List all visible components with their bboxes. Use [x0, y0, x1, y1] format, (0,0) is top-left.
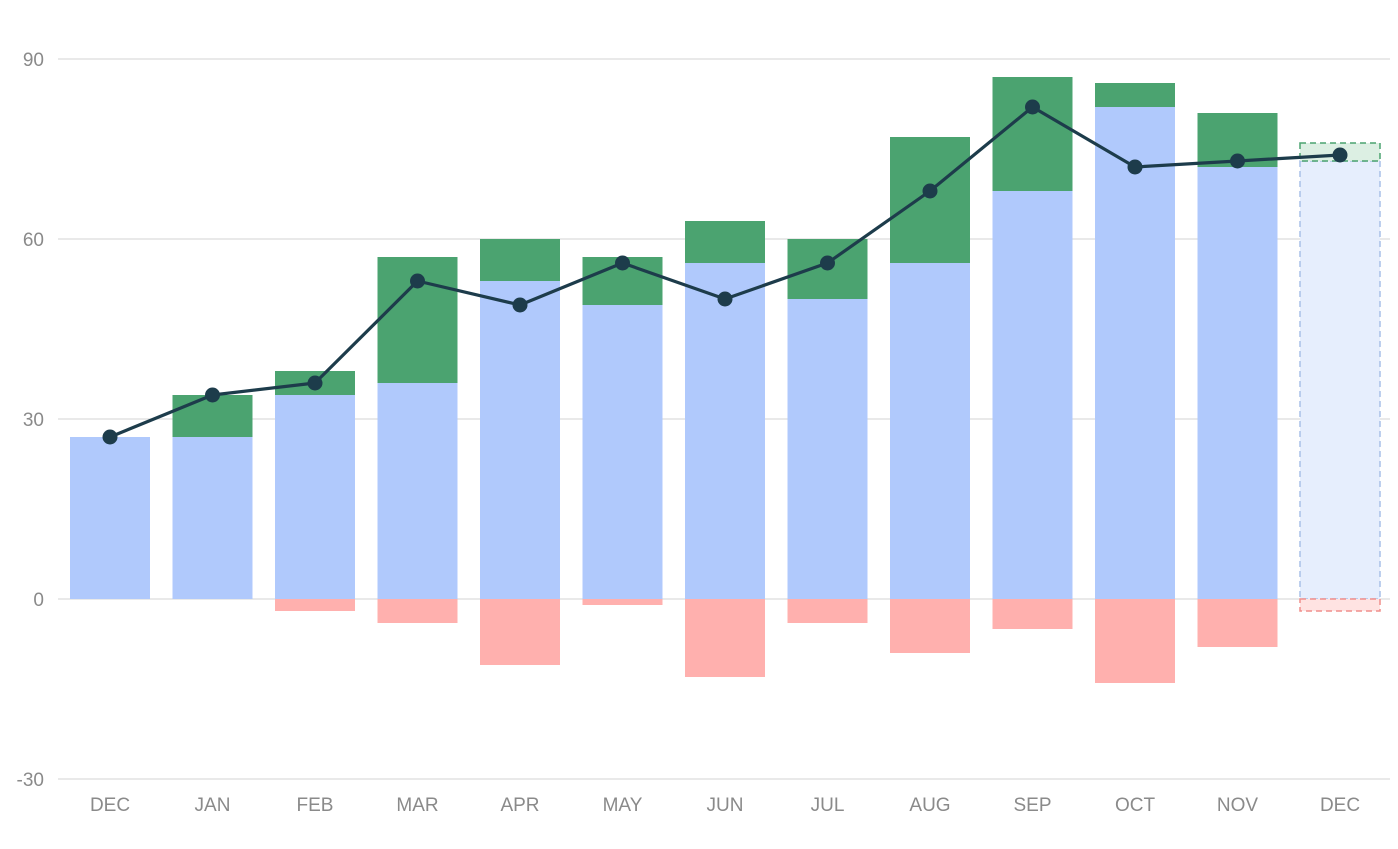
net-point — [1230, 153, 1245, 169]
net-point — [1025, 99, 1040, 115]
x-tick-label: SEP — [1013, 795, 1051, 816]
loss-bar — [582, 599, 663, 605]
base-bar — [480, 281, 560, 599]
base-bar — [685, 263, 765, 599]
base-bar — [992, 191, 1073, 599]
y-tick-label: 30 — [23, 410, 44, 431]
x-tick-label: FEB — [297, 795, 334, 816]
x-tick-label: JUN — [707, 795, 744, 816]
x-tick-label: MAR — [396, 795, 438, 816]
base-bar — [377, 383, 458, 599]
gain-bar — [890, 137, 970, 263]
loss-bar — [685, 599, 765, 677]
x-tick-label: JAN — [195, 795, 231, 816]
base-bar — [1197, 167, 1278, 599]
net-point — [102, 429, 118, 445]
loss-bar — [1095, 599, 1175, 683]
gain-bar — [480, 239, 560, 281]
base-bar — [787, 299, 868, 599]
loss-bar — [992, 599, 1073, 629]
x-tick-label: JUL — [811, 795, 845, 816]
net-point — [922, 183, 938, 199]
loss-bar — [890, 599, 970, 653]
loss-bar — [480, 599, 560, 665]
x-tick-label: NOV — [1217, 795, 1259, 816]
loss-bar — [275, 599, 355, 611]
label-layer: 90 60 30 0 -30 DEC JAN FEB MAR APR MAY JUN JUL AUG SEP… — [17, 50, 1361, 816]
y-tick-label: 90 — [23, 50, 44, 71]
base-bar — [1095, 107, 1175, 599]
x-tick-label: APR — [500, 795, 539, 816]
base-bar — [275, 395, 355, 599]
gain-bar — [1095, 83, 1175, 107]
net-point — [307, 375, 323, 391]
base-bar — [890, 263, 970, 599]
forecast-loss-bar — [1299, 598, 1381, 612]
net-point — [1332, 147, 1348, 163]
bar-layer — [70, 77, 1381, 683]
base-bar — [582, 305, 663, 599]
loss-bar — [787, 599, 868, 623]
forecast-base-bar — [1299, 160, 1381, 600]
x-tick-label: OCT — [1115, 795, 1156, 816]
x-tick-label: DEC — [90, 795, 130, 816]
net-point — [615, 255, 630, 271]
net-point — [717, 291, 733, 307]
base-bar — [70, 437, 150, 599]
gain-bar — [992, 77, 1073, 191]
net-point — [205, 387, 220, 403]
y-tick-label: 60 — [23, 230, 44, 251]
net-point — [410, 273, 425, 289]
x-tick-label: AUG — [909, 795, 950, 816]
net-point — [820, 255, 835, 271]
net-point — [512, 297, 528, 313]
y-tick-label: 0 — [33, 590, 44, 611]
base-bar — [172, 437, 253, 599]
loss-bar — [1197, 599, 1278, 647]
y-tick-label: -30 — [17, 770, 44, 791]
gain-bar — [685, 221, 765, 263]
x-tick-label: MAY — [603, 795, 643, 816]
line-layer — [102, 99, 1348, 445]
net-point — [1127, 159, 1143, 175]
loss-bar — [377, 599, 458, 623]
x-tick-label: DEC — [1320, 795, 1360, 816]
